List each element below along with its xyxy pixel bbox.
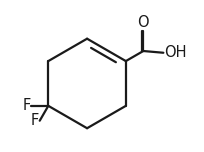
Text: O: O <box>137 15 149 30</box>
Text: F: F <box>31 113 39 128</box>
Text: F: F <box>22 98 30 113</box>
Text: OH: OH <box>164 45 187 60</box>
